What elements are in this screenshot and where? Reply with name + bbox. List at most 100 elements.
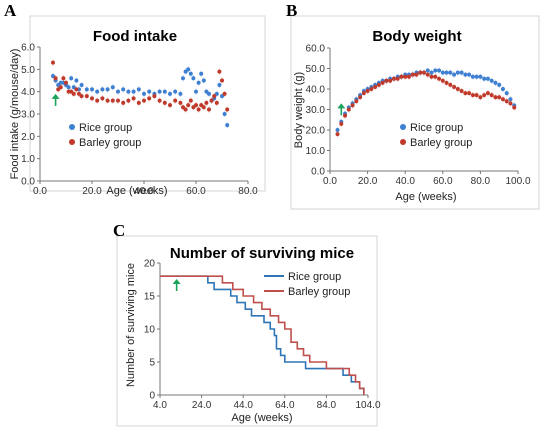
y-tick-label: 6.0 <box>21 43 35 54</box>
rice-point <box>467 72 472 77</box>
barley-point <box>459 89 464 94</box>
panel-c: C Number of surviving mice 0 5 10 15 20 4.0 2… <box>113 221 381 427</box>
barley-point <box>455 87 460 91</box>
barley-point <box>444 80 449 85</box>
barley-point <box>61 76 66 81</box>
barley-point <box>183 107 188 112</box>
panel-c-legend: Rice group Barley group <box>264 271 350 298</box>
barley-point <box>350 103 355 108</box>
rice-point <box>157 89 162 94</box>
rice-point <box>188 71 193 76</box>
x-tick-label: 24.0 <box>192 400 212 411</box>
rice-point <box>136 87 141 92</box>
barley-legend-marker <box>69 139 75 145</box>
rice-point <box>470 74 475 79</box>
rice-point <box>84 87 89 92</box>
rice-point <box>222 112 227 116</box>
barley-point <box>354 99 359 104</box>
rice-point <box>437 68 442 73</box>
rice-point <box>220 94 224 99</box>
barley-point <box>51 60 55 65</box>
panel-a-x-ticks: 0.0 20.0 40.0 60.0 80.0 <box>33 181 258 197</box>
y-tick-label: 5.0 <box>21 65 35 76</box>
barley-point <box>429 74 434 79</box>
y-tick-label: 10.0 <box>306 146 326 157</box>
barley-point <box>152 94 157 99</box>
rice-point <box>181 76 185 81</box>
barley-legend-label: Barley group <box>288 286 350 298</box>
barley-point <box>207 107 211 112</box>
panel-c-arrow <box>172 279 181 291</box>
rice-point <box>452 72 457 77</box>
barley-point <box>335 132 340 137</box>
rice-point <box>74 78 79 83</box>
barley-point <box>399 74 404 79</box>
rice-point <box>56 82 61 87</box>
x-tick-label: 40.0 <box>395 176 415 187</box>
panel-b-legend: Rice group Barley group <box>400 122 472 149</box>
panel-b-y-ticks: 0.0 10.0 20.0 30.0 40.0 50.0 60.0 <box>306 44 330 178</box>
barley-point <box>194 103 198 108</box>
barley-point <box>126 98 131 103</box>
rice-point <box>508 97 513 102</box>
barley-point <box>500 97 505 102</box>
rice-point <box>162 89 167 94</box>
panel-b-marks <box>335 67 517 138</box>
rice-point <box>440 70 445 75</box>
barley-point <box>433 74 438 79</box>
barley-legend-marker <box>400 139 406 145</box>
rice-point <box>459 70 464 75</box>
barley-point <box>425 72 430 77</box>
x-tick-label: 20.0 <box>358 176 378 187</box>
barley-point <box>343 113 348 118</box>
barley-point <box>90 96 94 101</box>
panel-c-letter: C <box>113 221 125 240</box>
rice-point <box>116 89 120 94</box>
barley-point <box>474 93 479 98</box>
barley-point <box>497 95 502 100</box>
rice-point <box>71 85 76 90</box>
barley-point <box>142 98 146 103</box>
panel-a-ylabel: Food intake (g/mouse/day) <box>9 49 21 180</box>
barley-point <box>157 98 162 103</box>
panel-a-xlabel: Age (weeks) <box>106 185 167 197</box>
panel-a-letter: A <box>4 1 17 20</box>
barley-point <box>467 91 472 96</box>
rice-legend-marker <box>400 124 406 130</box>
barley-point <box>196 107 201 112</box>
barley-point <box>95 98 100 103</box>
rice-point <box>66 85 71 90</box>
x-tick-label: 64.0 <box>275 400 295 411</box>
rice-point <box>131 89 136 94</box>
barley-point <box>463 91 468 96</box>
barley-point <box>53 76 58 81</box>
x-tick-label: 80.0 <box>238 186 258 197</box>
panel-b-frame <box>290 15 540 210</box>
rice-point <box>121 87 126 92</box>
x-tick-label: 84.0 <box>317 400 337 411</box>
y-tick-label: 2.0 <box>21 132 35 143</box>
rice-point <box>196 80 201 85</box>
rice-point <box>178 91 183 96</box>
barley-point <box>448 82 453 87</box>
panel-c-frame <box>116 235 378 427</box>
x-tick-label: 80.0 <box>471 176 491 187</box>
rice-point <box>95 89 100 94</box>
green-arrow-head <box>172 279 181 284</box>
rice-point <box>51 74 55 79</box>
barley-point <box>74 87 79 92</box>
rice-survival-line <box>160 275 365 395</box>
rice-point <box>225 123 230 128</box>
barley-point <box>452 84 457 89</box>
panel-b: B Body weight 0.0 10.0 20.0 30.0 40.0 50.0 60.… <box>286 1 540 210</box>
panel-a-arrow <box>51 93 60 106</box>
barley-point <box>191 105 196 110</box>
barley-point <box>418 70 423 75</box>
x-tick-label: 20.0 <box>82 186 102 197</box>
barley-point <box>478 95 483 100</box>
y-tick-label: 15 <box>144 292 156 303</box>
barley-point <box>361 91 366 96</box>
panel-b-ylabel: Body weight (g) <box>293 72 305 148</box>
barley-point <box>136 100 141 105</box>
rice-point <box>90 87 94 92</box>
